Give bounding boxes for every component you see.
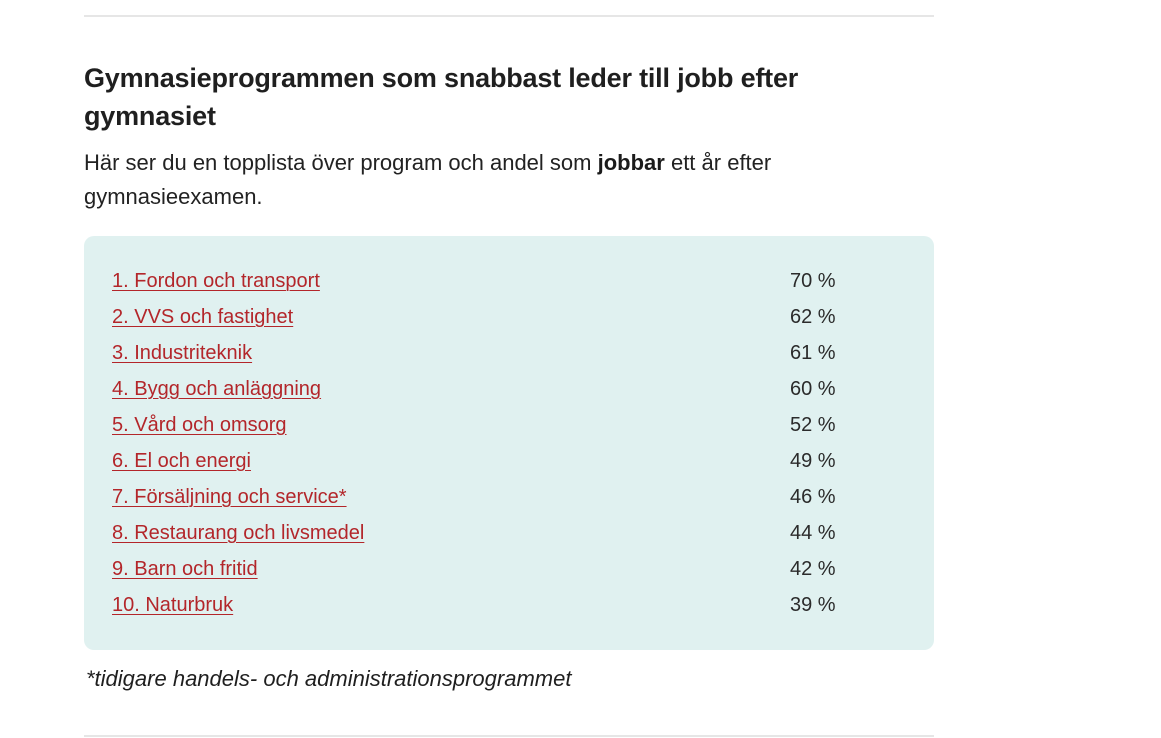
list-item: 5. Vård och omsorg 52 % xyxy=(112,407,906,443)
section-title: Gymnasieprogrammen som snabbast leder ti… xyxy=(84,63,799,131)
program-percent: 39 % xyxy=(790,593,836,616)
list-item: 3. Industriteknik 61 % xyxy=(112,335,906,371)
program-percent: 42 % xyxy=(790,557,836,580)
intro-text-end: ett år efter gymnasieexamen. xyxy=(84,150,772,209)
program-percent: 44 % xyxy=(790,521,836,544)
program-link[interactable]: 2. VVS och fastighet xyxy=(112,305,294,328)
program-link[interactable]: 8. Restaurang och livsmedel xyxy=(112,521,365,544)
program-link[interactable]: 6. El och energi xyxy=(112,449,251,472)
program-link[interactable]: 9. Barn och fritid xyxy=(112,557,258,580)
list-item: 9. Barn och fritid 42 % xyxy=(112,551,906,587)
list-item: 2. VVS och fastighet 62 % xyxy=(112,299,906,335)
program-percent: 70 % xyxy=(790,269,836,292)
program-percent: 62 % xyxy=(790,305,836,328)
program-link[interactable]: 7. Försäljning och service* xyxy=(112,485,347,508)
footnote: *tidigare handels- och administrationspr… xyxy=(86,666,572,691)
list-item: 6. El och energi 49 % xyxy=(112,443,906,479)
program-link[interactable]: 5. Vård och omsorg xyxy=(112,413,287,436)
program-percent: 46 % xyxy=(790,485,836,508)
bottom-divider xyxy=(84,735,934,737)
program-link[interactable]: 1. Fordon och transport xyxy=(112,269,320,292)
list-item: 4. Bygg och anläggning 60 % xyxy=(112,371,906,407)
article-section: Gymnasieprogrammen som snabbast leder ti… xyxy=(84,0,934,737)
intro-paragraph: Här ser du en topplista över program och… xyxy=(84,146,934,214)
intro-bold-word: jobbar xyxy=(597,150,665,175)
program-percent: 60 % xyxy=(790,377,836,400)
intro-text-start: Här ser du en topplista över program och… xyxy=(84,150,598,175)
list-item: 8. Restaurang och livsmedel 44 % xyxy=(112,515,906,551)
list-item: 1. Fordon och transport 70 % xyxy=(112,263,906,299)
list-item: 7. Försäljning och service* 46 % xyxy=(112,479,906,515)
list-item: 10. Naturbruk 39 % xyxy=(112,587,906,623)
program-percent: 49 % xyxy=(790,449,836,472)
program-link[interactable]: 4. Bygg och anläggning xyxy=(112,377,322,400)
program-link[interactable]: 10. Naturbruk xyxy=(112,593,234,616)
program-percent: 61 % xyxy=(790,341,836,364)
program-toplist: 1. Fordon och transport 70 % 2. VVS och … xyxy=(84,236,934,650)
program-link[interactable]: 3. Industriteknik xyxy=(112,341,253,364)
program-percent: 52 % xyxy=(790,413,836,436)
top-divider xyxy=(84,15,934,17)
